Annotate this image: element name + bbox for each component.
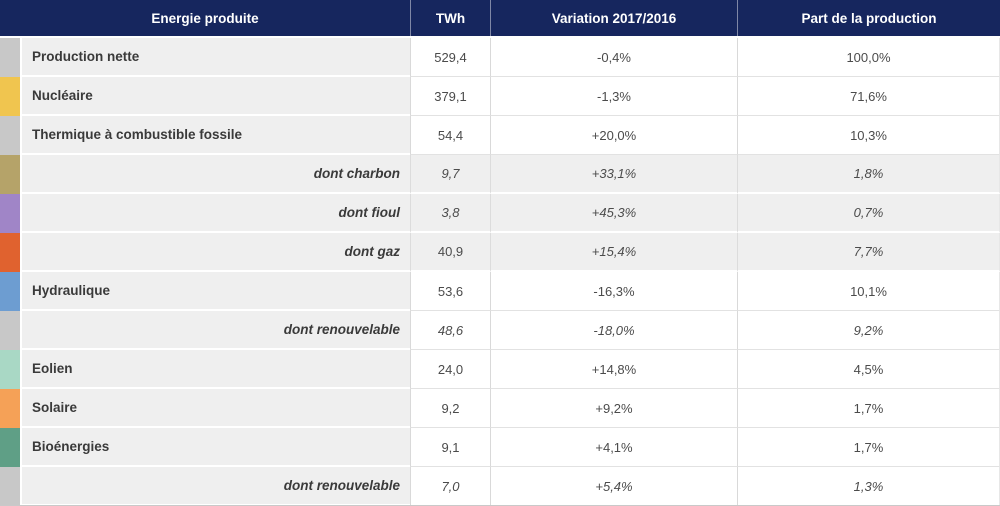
tab-gap <box>20 389 22 428</box>
table-row: Eolien 24,0 +14,8% 4,5% <box>0 350 1000 389</box>
table-row: Solaire 9,2 +9,2% 1,7% <box>0 389 1000 428</box>
row-label: dont renouvelable <box>22 467 410 505</box>
row-label: Thermique à combustible fossile <box>22 116 410 155</box>
header-variation: Variation 2017/2016 <box>490 0 737 36</box>
row-variation-value: -18,0% <box>490 311 737 350</box>
row-label: Hydraulique <box>22 272 410 311</box>
row-variation-value: +4,1% <box>490 428 737 467</box>
row-twh-value: 40,9 <box>410 233 490 272</box>
tab-gap <box>20 233 22 272</box>
table-row: dont charbon 9,7 +33,1% 1,8% <box>0 155 1000 194</box>
row-variation-value: +20,0% <box>490 116 737 155</box>
row-share-value: 0,7% <box>737 194 1000 233</box>
row-share-value: 10,1% <box>737 272 1000 311</box>
tab-gap <box>20 428 22 467</box>
row-share-value: 1,8% <box>737 155 1000 194</box>
row-twh-value: 529,4 <box>410 38 490 77</box>
table-row: dont renouvelable 48,6 -18,0% 9,2% <box>0 311 1000 350</box>
row-twh-value: 48,6 <box>410 311 490 350</box>
category-color-tab <box>0 389 20 428</box>
header-part-production: Part de la production <box>737 0 1000 36</box>
tab-gap <box>20 350 22 389</box>
category-color-tab <box>0 77 20 116</box>
header-twh: TWh <box>410 0 490 36</box>
row-share-value: 1,3% <box>737 467 1000 505</box>
category-color-tab <box>0 350 20 389</box>
row-twh-value: 54,4 <box>410 116 490 155</box>
row-share-value: 9,2% <box>737 311 1000 350</box>
category-color-tab <box>0 116 20 155</box>
row-label: dont charbon <box>22 155 410 194</box>
category-color-tab <box>0 272 20 311</box>
category-color-tab <box>0 467 20 505</box>
row-variation-value: +14,8% <box>490 350 737 389</box>
row-variation-value: +5,4% <box>490 467 737 505</box>
row-twh-value: 9,7 <box>410 155 490 194</box>
row-variation-value: +45,3% <box>490 194 737 233</box>
row-variation-value: -16,3% <box>490 272 737 311</box>
category-color-tab <box>0 194 20 233</box>
category-color-tab <box>0 155 20 194</box>
row-twh-value: 3,8 <box>410 194 490 233</box>
tab-gap <box>20 467 22 505</box>
row-variation-value: -1,3% <box>490 77 737 116</box>
table-row: Hydraulique 53,6 -16,3% 10,1% <box>0 272 1000 311</box>
row-share-value: 4,5% <box>737 350 1000 389</box>
row-label: Bioénergies <box>22 428 410 467</box>
tab-gap <box>20 272 22 311</box>
row-share-value: 1,7% <box>737 389 1000 428</box>
row-twh-value: 9,2 <box>410 389 490 428</box>
table-row: dont fioul 3,8 +45,3% 0,7% <box>0 194 1000 233</box>
table-row: Production nette 529,4 -0,4% 100,0% <box>0 38 1000 77</box>
row-label: dont renouvelable <box>22 311 410 350</box>
tab-gap <box>20 155 22 194</box>
tab-gap <box>20 194 22 233</box>
row-share-value: 1,7% <box>737 428 1000 467</box>
category-color-tab <box>0 428 20 467</box>
category-color-tab <box>0 311 20 350</box>
table-row: Nucléaire 379,1 -1,3% 71,6% <box>0 77 1000 116</box>
tab-gap <box>20 116 22 155</box>
row-share-value: 71,6% <box>737 77 1000 116</box>
row-twh-value: 53,6 <box>410 272 490 311</box>
row-share-value: 100,0% <box>737 38 1000 77</box>
header-energie-produite: Energie produite <box>151 10 259 26</box>
table-row: dont gaz 40,9 +15,4% 7,7% <box>0 233 1000 272</box>
row-share-value: 7,7% <box>737 233 1000 272</box>
table-row: Bioénergies 9,1 +4,1% 1,7% <box>0 428 1000 467</box>
row-variation-value: +9,2% <box>490 389 737 428</box>
row-label: dont fioul <box>22 194 410 233</box>
row-variation-value: -0,4% <box>490 38 737 77</box>
row-label: dont gaz <box>22 233 410 272</box>
row-twh-value: 24,0 <box>410 350 490 389</box>
row-label: Solaire <box>22 389 410 428</box>
row-label: Eolien <box>22 350 410 389</box>
tab-gap <box>20 38 22 77</box>
tab-gap <box>20 77 22 116</box>
row-twh-value: 9,1 <box>410 428 490 467</box>
row-variation-value: +33,1% <box>490 155 737 194</box>
row-variation-value: +15,4% <box>490 233 737 272</box>
tab-gap <box>20 311 22 350</box>
table-header: Energie produite TWh Variation 2017/2016… <box>0 0 1000 38</box>
category-color-tab <box>0 38 20 77</box>
category-color-tab <box>0 233 20 272</box>
row-label: Nucléaire <box>22 77 410 116</box>
row-share-value: 10,3% <box>737 116 1000 155</box>
table-row: dont renouvelable 7,0 +5,4% 1,3% <box>0 467 1000 505</box>
row-twh-value: 7,0 <box>410 467 490 505</box>
row-twh-value: 379,1 <box>410 77 490 116</box>
table-row: Thermique à combustible fossile 54,4 +20… <box>0 116 1000 155</box>
row-label: Production nette <box>22 38 410 77</box>
table-body: Production nette 529,4 -0,4% 100,0% Nucl… <box>0 38 1000 505</box>
